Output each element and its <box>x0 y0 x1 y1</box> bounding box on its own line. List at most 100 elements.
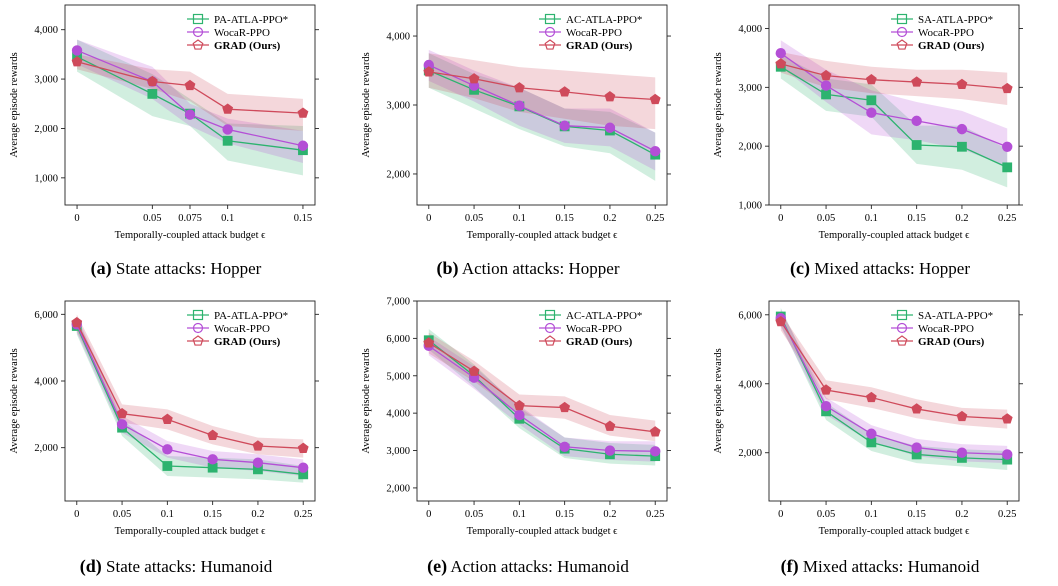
legend-label: GRAD (Ours) <box>566 40 633 52</box>
plot-frame <box>416 300 668 502</box>
x-axis-label: Temporally-coupled attack budget ϵ <box>819 230 971 241</box>
y-tick-label: 4,000 <box>34 377 58 388</box>
data-point <box>559 86 571 97</box>
data-point <box>297 442 309 453</box>
series-line <box>780 63 1008 90</box>
data-point <box>956 410 968 422</box>
data-point <box>559 401 571 413</box>
y-tick-label: 4,000 <box>386 32 410 43</box>
caption-c-label: (c) <box>789 258 810 278</box>
data-point <box>604 91 616 102</box>
data-point <box>162 444 173 455</box>
data-point <box>207 429 219 440</box>
y-tick-label: 4,000 <box>738 379 762 390</box>
x-tick-label: 0.1 <box>513 509 526 520</box>
caption-d-label: (d) <box>79 556 102 576</box>
data-point <box>468 365 480 376</box>
data-point <box>513 399 525 411</box>
chart-b: 2,000 3,000 4,000 0 0.05 0.1 0.15 0.2 0.25 Tempor… <box>361 4 671 241</box>
chart-d: 2,000 4,000 6,000 0 0.05 0.1 0.15 0.2 0.25 Tempor… <box>9 300 319 537</box>
legend-marker <box>544 335 556 346</box>
legend-marker <box>192 309 204 321</box>
data-point <box>71 45 83 56</box>
caption-e-label: (e) <box>427 556 448 576</box>
plot-frame <box>768 4 1020 206</box>
caption-c-text: Mixed attacks: Hopper <box>814 259 971 278</box>
x-tick-label: 0.05 <box>465 213 483 224</box>
x-tick-label: 0.25 <box>294 509 312 520</box>
series-line <box>76 322 304 449</box>
y-tick-label: 2,000 <box>34 124 58 135</box>
y-tick-label: 5,000 <box>386 371 410 382</box>
y-tick-label: 2,000 <box>386 483 410 494</box>
data-point <box>207 454 218 465</box>
x-tick-label: 0.075 <box>178 213 202 224</box>
y-tick-label: 2,000 <box>386 169 410 180</box>
legend-label: SA-ATLA-PPO* <box>918 310 993 322</box>
data-point <box>162 461 173 471</box>
data-point <box>297 140 309 151</box>
series-line <box>780 316 1008 461</box>
data-point <box>513 82 525 93</box>
legend-marker <box>896 322 908 334</box>
data-point <box>147 88 158 99</box>
data-point <box>604 445 616 456</box>
y-tick-label: 4,000 <box>738 24 762 35</box>
data-point <box>775 48 786 59</box>
series-line <box>780 52 1008 148</box>
data-point <box>146 75 158 87</box>
x-tick-label: 0.2 <box>603 213 616 224</box>
y-tick-label: 1,000 <box>738 201 762 212</box>
legend-label: WocaR-PPO <box>214 27 270 39</box>
series-line <box>428 64 656 152</box>
series-line <box>428 345 656 452</box>
legend-label: GRAD (Ours) <box>214 336 281 348</box>
band-1 <box>428 329 656 466</box>
x-tick-label: 0.15 <box>555 213 573 224</box>
series-3 <box>775 315 1013 424</box>
legend-marker <box>192 39 204 50</box>
y-tick-label: 2,000 <box>738 448 762 459</box>
legend-marker <box>544 26 556 38</box>
data-point <box>184 79 196 91</box>
x-tick-label: 0.05 <box>817 509 835 520</box>
x-tick-label: 0.05 <box>143 213 161 224</box>
legend-marker <box>544 39 556 50</box>
data-point <box>559 120 570 131</box>
panel-d: 2,000 4,000 6,000 0 0.05 0.1 0.15 0.2 0.25 Tempor… <box>0 296 352 586</box>
data-point <box>649 426 661 437</box>
legend-label: WocaR-PPO <box>918 27 974 39</box>
data-point <box>820 80 832 91</box>
legend-label: GRAD (Ours) <box>566 336 633 348</box>
data-point <box>865 391 877 403</box>
band-1 <box>76 317 304 483</box>
data-point <box>222 103 234 114</box>
data-point <box>1002 162 1013 173</box>
panel-c: 1,000 2,000 3,000 4,000 0 0.05 0.1 0.15 0.2 0.25 T… <box>704 0 1056 290</box>
data-point <box>956 123 968 135</box>
data-point <box>866 95 877 106</box>
x-axis-label: Temporally-coupled attack budget ϵ <box>115 230 267 241</box>
legend-label: PA-ATLA-PPO* <box>214 14 288 26</box>
data-point <box>911 115 922 127</box>
data-point <box>650 446 661 457</box>
data-point <box>184 109 196 120</box>
band-3 <box>428 53 656 130</box>
data-point <box>775 58 787 69</box>
series-line <box>428 71 656 101</box>
data-point <box>911 403 923 414</box>
data-point <box>865 74 877 85</box>
confidence-bands <box>780 40 1008 188</box>
chart-f: 2,000 4,000 6,000 0 0.05 0.1 0.15 0.2 0.25 Tempor… <box>713 300 1023 537</box>
series-2 <box>423 340 661 457</box>
data-point <box>650 146 661 157</box>
legend-marker <box>544 13 556 25</box>
series-3 <box>71 316 309 453</box>
legend-label: GRAD (Ours) <box>918 40 985 52</box>
x-tick-label: 0.1 <box>865 213 878 224</box>
y-axis-label: Average episode rewards <box>9 52 20 157</box>
data-point <box>297 107 309 118</box>
legend-label: WocaR-PPO <box>566 27 622 39</box>
